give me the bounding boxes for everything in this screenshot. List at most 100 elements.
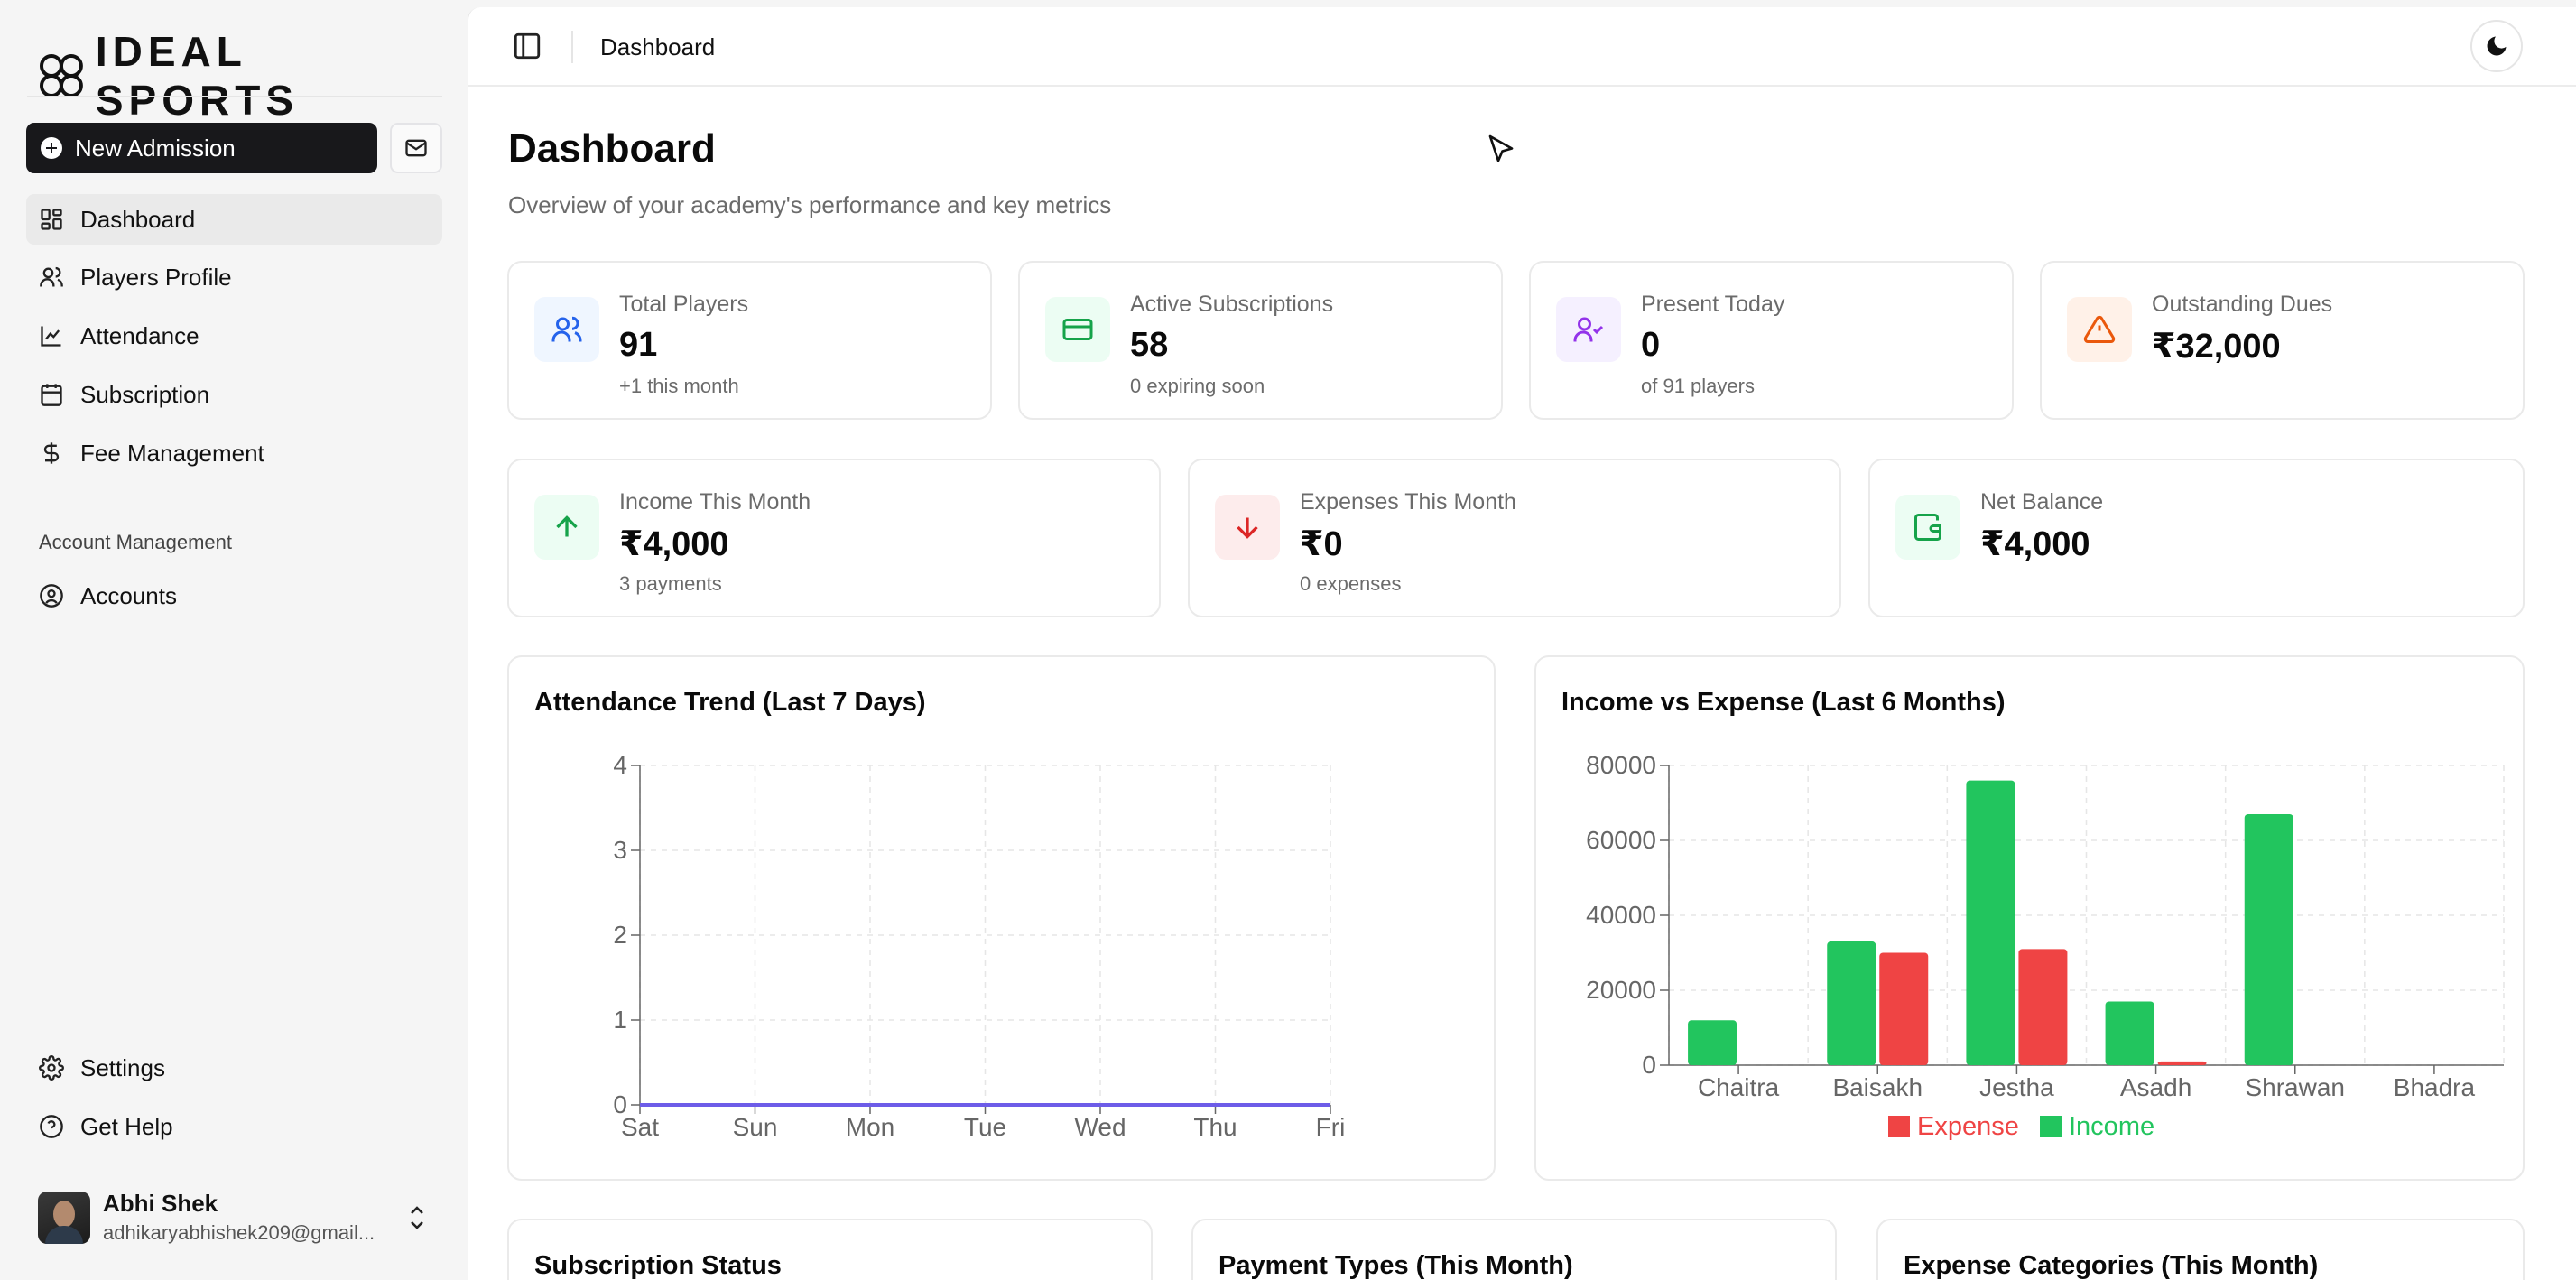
x-tick-label: Chaitra	[1698, 1073, 1780, 1101]
sidebar-toggle-icon[interactable]	[512, 31, 542, 61]
arrow-up-icon	[534, 495, 599, 560]
sidebar-item-label: Attendance	[80, 321, 199, 349]
stat-card-total-players[interactable]: Total Players 91 +1 this month	[507, 261, 992, 420]
stat-sub: 0 expenses	[1300, 572, 1402, 595]
legend-label-income: Income	[2069, 1112, 2154, 1141]
sidebar-item-label: Fee Management	[80, 439, 264, 467]
topbar-divider	[571, 31, 573, 63]
y-tick-label: 80000	[1586, 751, 1656, 779]
chevrons-up-down-icon[interactable]	[406, 1202, 428, 1233]
bar-income	[2244, 813, 2293, 1065]
x-tick-label: Bhadra	[2394, 1073, 2476, 1101]
y-tick-label: 60000	[1586, 826, 1656, 854]
top-bar: Dashboard	[468, 7, 2576, 87]
stat-value: 0	[1641, 326, 1661, 364]
user-email: adhikaryabhishek209@gmail...	[103, 1221, 375, 1244]
sidebar-item-accounts[interactable]: Accounts	[26, 570, 442, 621]
sidebar-item-attendance[interactable]: Attendance	[26, 311, 442, 361]
wallet-icon	[1895, 495, 1960, 560]
x-tick-label: Baisakh	[1832, 1073, 1923, 1101]
user-circle-icon	[40, 584, 63, 608]
x-tick-label: Sat	[621, 1113, 659, 1141]
section-label-account-management: Account Management	[39, 531, 233, 553]
x-tick-label: Thu	[1193, 1113, 1237, 1141]
theme-toggle-button[interactable]	[2470, 20, 2523, 72]
y-tick-label: 1	[613, 1006, 627, 1034]
income-expense-chart-card: Income vs Expense (Last 6 Months) 0 20000…	[1534, 655, 2525, 1181]
y-tick-label: 20000	[1586, 976, 1656, 1004]
stat-card-present-today[interactable]: Present Today 0 of 91 players	[1529, 261, 2014, 420]
user-menu[interactable]: Abhi Shek adhikaryabhishek209@gmail...	[38, 1190, 375, 1245]
stat-label: Net Balance	[1980, 489, 2104, 515]
stat-label: Income This Month	[619, 489, 811, 515]
sidebar-item-settings[interactable]: Settings	[26, 1043, 442, 1093]
stat-sub: +1 this month	[619, 375, 739, 397]
sidebar-item-subscription[interactable]: Subscription	[26, 369, 442, 420]
stat-label: Active Subscriptions	[1130, 292, 1334, 317]
bar-expense	[1879, 952, 1929, 1065]
alert-triangle-icon	[2067, 297, 2132, 362]
bar-income	[1688, 1020, 1737, 1065]
sidebar-item-get-help[interactable]: Get Help	[26, 1101, 442, 1152]
mail-button[interactable]	[390, 123, 442, 173]
bar-expense	[2157, 1061, 2207, 1065]
brand-logo-icon	[39, 54, 83, 97]
legend-swatch-income	[2040, 1116, 2062, 1137]
bar-income	[1966, 780, 2015, 1065]
legend-label-expense: Expense	[1917, 1112, 2019, 1141]
subscription-status-card: Subscription Status	[507, 1219, 1153, 1280]
x-tick-label: Asadh	[2120, 1073, 2191, 1101]
stat-card-active-subscriptions[interactable]: Active Subscriptions 58 0 expiring soon	[1018, 261, 1503, 420]
y-tick-label: 0	[1642, 1051, 1656, 1079]
expense-categories-card: Expense Categories (This Month)	[1876, 1219, 2525, 1280]
sidebar-item-dashboard[interactable]: Dashboard	[26, 194, 442, 245]
card-title: Expense Categories (This Month)	[1904, 1251, 2319, 1280]
brand-name: IDEAL SPORTS	[95, 28, 300, 124]
y-tick-label: 2	[613, 921, 627, 949]
stat-value: 58	[1130, 326, 1169, 364]
stat-card-outstanding-dues[interactable]: Outstanding Dues ₹32,000	[2040, 261, 2525, 420]
sidebar-item-label: Accounts	[80, 581, 177, 609]
x-tick-label: Tue	[964, 1113, 1006, 1141]
x-tick-label: Fri	[1316, 1113, 1346, 1141]
arrow-down-icon	[1215, 495, 1280, 560]
sidebar-item-players-profile[interactable]: Players Profile	[26, 252, 442, 302]
sidebar-divider	[27, 96, 442, 97]
stat-label: Present Today	[1641, 292, 1785, 317]
payment-types-card: Payment Types (This Month)	[1191, 1219, 1837, 1280]
stat-sub: 3 payments	[619, 572, 722, 595]
card-title: Subscription Status	[534, 1251, 782, 1280]
x-tick-label: Mon	[846, 1113, 894, 1141]
user-name: Abhi Shek	[103, 1190, 218, 1217]
finance-card-net-balance[interactable]: Net Balance ₹4,000	[1868, 459, 2525, 617]
y-tick-label: 40000	[1586, 901, 1656, 929]
finance-card-expenses[interactable]: Expenses This Month ₹0 0 expenses	[1188, 459, 1841, 617]
dollar-icon	[43, 442, 60, 464]
stat-value: ₹4,000	[619, 525, 729, 563]
new-admission-label: New Admission	[75, 134, 236, 162]
brand[interactable]: IDEAL SPORTS	[38, 27, 466, 125]
sidebar-item-fee-management[interactable]: Fee Management	[26, 428, 442, 478]
stat-label: Total Players	[619, 292, 749, 317]
x-tick-label: Wed	[1074, 1113, 1126, 1141]
chart-line-icon	[41, 326, 61, 347]
card-title: Payment Types (This Month)	[1219, 1251, 1573, 1280]
x-tick-label: Shrawan	[2245, 1073, 2345, 1101]
bar-income	[1827, 941, 1876, 1065]
bar-income	[2105, 1001, 2154, 1065]
help-circle-icon	[40, 1115, 63, 1138]
stat-value: 91	[619, 326, 658, 364]
new-admission-button[interactable]: New Admission	[26, 123, 377, 173]
main-content: Dashboard Dashboard Overview of your aca…	[468, 7, 2576, 1280]
avatar	[38, 1191, 90, 1244]
chart-title: Income vs Expense (Last 6 Months)	[1561, 688, 2006, 717]
user-check-icon	[1556, 297, 1621, 362]
y-tick-label: 3	[613, 836, 627, 864]
stat-label: Outstanding Dues	[2152, 292, 2333, 317]
sidebar-item-label: Players Profile	[80, 263, 232, 291]
mouse-cursor-icon	[1488, 134, 1514, 162]
sidebar-item-label: Get Help	[80, 1112, 173, 1140]
income-expense-chart: 0 20000 40000 60000 80000 Chaitra Baisakh Jesth…	[1586, 751, 2505, 1141]
finance-card-income[interactable]: Income This Month ₹4,000 3 payments	[507, 459, 1161, 617]
page-subtitle: Overview of your academy's performance a…	[508, 191, 1112, 218]
